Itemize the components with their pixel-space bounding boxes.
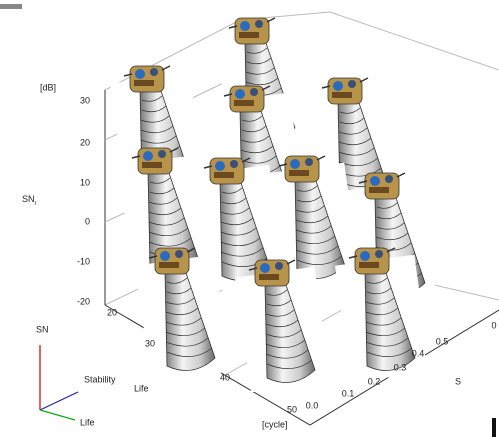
sn-tick-label: 10: [80, 177, 90, 187]
stability-tick-label: 0.2: [368, 376, 381, 386]
sn-subscript: r: [35, 201, 37, 207]
life-unit: [cycle]: [262, 419, 288, 429]
sn-tick-label: 0: [85, 216, 90, 226]
sn-tick-label: 30: [80, 95, 90, 105]
corner-mark: [0, 4, 22, 9]
legend-life: Life: [80, 417, 95, 427]
legend: SN Stability Life Life: [36, 324, 149, 427]
legend-stability-sub: Life: [134, 383, 149, 393]
stability-tick-label: 0.0: [306, 400, 319, 410]
stability-tick-label: 0: [491, 320, 496, 330]
life-tick-label: 20: [107, 307, 117, 317]
life-tick-label: 40: [220, 372, 230, 382]
sn-label-text: SN: [22, 194, 35, 204]
stability-label: S: [455, 376, 461, 386]
sn-tick-label: -10: [77, 256, 90, 266]
stability-tick-label: 0.3: [394, 362, 407, 372]
stability-tick-label: 0.5: [436, 336, 449, 346]
sn-unit: [dB]: [40, 82, 56, 92]
life-tick-label: 30: [145, 338, 155, 348]
rockets: [110, 18, 441, 395]
corner-mark: [492, 418, 496, 437]
stability-tick-label: 0.1: [342, 388, 355, 398]
legend-sn: SN: [36, 324, 49, 334]
sn-label: SNr: [22, 194, 37, 206]
life-tick-label: 50: [287, 404, 297, 414]
stability-tick-label: 0.4: [412, 348, 425, 358]
sn-tick-label: 20: [80, 137, 90, 147]
sn-tick-label: -20: [77, 296, 90, 306]
legend-stability: Stability: [84, 374, 116, 384]
chart: [dB] SNr [cycle] S SN Stability Life Lif…: [0, 0, 499, 437]
